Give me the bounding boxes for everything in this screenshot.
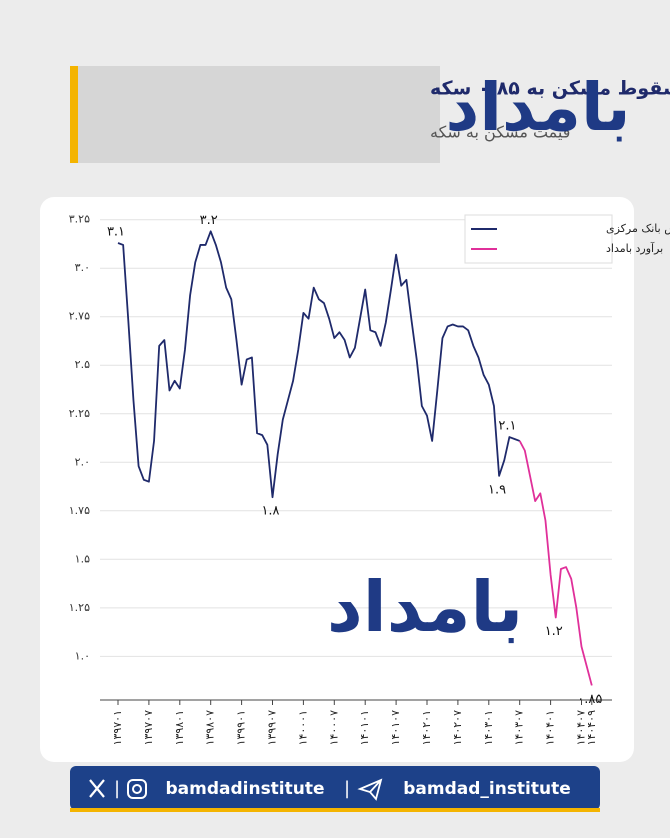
x-tick-label: ۱۴۰۲۰۱ <box>420 710 433 745</box>
data-label: ۰.۸۵ <box>577 692 602 707</box>
header-box <box>78 66 440 163</box>
y-tick-label: ۲.۲۵ <box>69 407 90 420</box>
chart-card <box>40 197 634 762</box>
y-tick-label: ۲.۰ <box>75 455 90 468</box>
footer-bar <box>70 766 600 810</box>
y-tick-label: ۲.۵ <box>75 358 90 371</box>
x-tick-label: ۱۳۹۹۰۱ <box>235 710 248 745</box>
x-tick-label: ۱۴۰۴۰۹ <box>585 710 598 746</box>
legend-label: گزارش بانک مرکزی <box>606 222 670 235</box>
x-tick-label: ۱۴۰۰۰۷ <box>327 710 340 746</box>
x-icon <box>89 779 105 798</box>
instagram-icon <box>127 779 147 799</box>
x-tick-label: ۱۳۹۸۰۷ <box>204 710 217 746</box>
accent-bar <box>70 66 78 163</box>
plot: ۱.۰ ۱.۲۵ ۱.۵ ۱.۷۵ ۲.۰ ۲.۲۵ ۲.۵ ۲.۷۵ ۳.۰ ۳.۲۵ ۱۳۹۷۰… <box>69 213 670 746</box>
y-tick-label: ۱.۰ <box>75 649 90 662</box>
data-label: ۱.۲ <box>545 624 563 639</box>
telegram-handle: bamdad_institute <box>403 779 571 799</box>
separator: | <box>344 778 350 799</box>
watermark-logo: بامداد <box>327 566 523 648</box>
legend-label: برآورد بامداد <box>606 241 663 255</box>
x-tick-label: ۱۴۰۴۰۱ <box>544 710 557 745</box>
telegram-icon <box>357 778 383 801</box>
y-tick-label: ۲.۷۵ <box>69 310 90 323</box>
data-label: ۳.۱ <box>107 224 125 239</box>
x-tick-label: ۱۴۰۳۰۱ <box>482 710 495 745</box>
y-tick-label: ۳.۰ <box>75 261 90 274</box>
x-tick-label: ۱۴۰۴۰۷ <box>575 710 588 746</box>
data-label: ۲.۱ <box>498 419 516 434</box>
data-label: ۱.۹ <box>488 482 506 497</box>
separator: | <box>114 778 120 799</box>
x-tick-label: ۱۳۹۷۰۷ <box>142 710 155 746</box>
x-tick-label: ۱۳۹۸۰۱ <box>173 710 186 745</box>
legend-box <box>464 214 613 264</box>
x-tick-label: ۱۴۰۱۰۱ <box>358 710 371 745</box>
x-tick-label: ۱۴۰۱۰۷ <box>389 710 402 746</box>
y-tick-label: ۱.۲۵ <box>69 601 90 614</box>
x-tick-label: ۱۴۰۰۰۱ <box>296 710 309 745</box>
footer-accent <box>70 808 600 812</box>
y-tick-label: ۱.۷۵ <box>69 504 90 517</box>
title: سقوط مسکن به ۰.۸۵ سکه <box>430 78 670 100</box>
series-line <box>117 230 521 499</box>
data-label: ۱.۸ <box>261 504 279 519</box>
subtitle: قیمت مسکن به سکه <box>430 123 570 143</box>
data-label: ۳.۲ <box>200 213 218 228</box>
x-tick-label: ۱۴۰۳۰۷ <box>513 710 526 746</box>
x-tick-label: ۱۳۹۷۰۱ <box>111 710 124 745</box>
logo: بامداد <box>445 69 630 146</box>
x-tick-label: ۱۴۰۲۰۷ <box>451 710 464 746</box>
y-tick-label: ۳.۲۵ <box>69 213 90 226</box>
instagram-handle: bamdadinstitute <box>165 779 324 799</box>
series-line <box>518 440 593 686</box>
y-tick-label: ۱.۵ <box>75 552 90 565</box>
x-tick-label: ۱۳۹۹۰۷ <box>266 710 279 746</box>
